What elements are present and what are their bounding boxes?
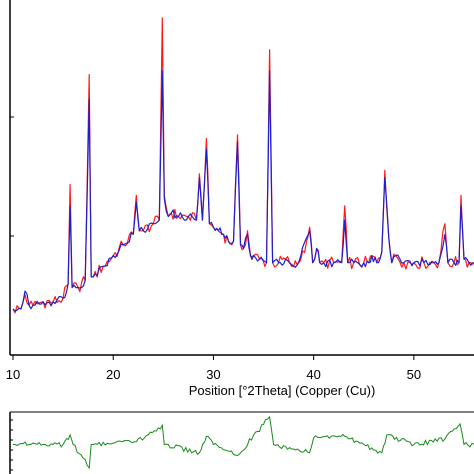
x-tick-label-30: 30: [206, 367, 220, 382]
x-tick-label-40: 40: [306, 367, 320, 382]
x-tick-label-10: 10: [6, 367, 20, 382]
diff-y-ticks: [10, 419, 13, 471]
main-series-group: [12, 17, 474, 314]
diff-series-line: [13, 415, 474, 470]
x-ticks: 10 20 30 40 50: [6, 355, 421, 382]
diff-series-group: [13, 415, 474, 470]
x-axis-title: Position [°2Theta] (Copper (Cu)): [189, 383, 376, 398]
x-tick-label-50: 50: [407, 367, 421, 382]
x-tick-label-20: 20: [106, 367, 120, 382]
main-series-1-line: [12, 70, 474, 312]
main-series-0-line: [12, 17, 474, 314]
